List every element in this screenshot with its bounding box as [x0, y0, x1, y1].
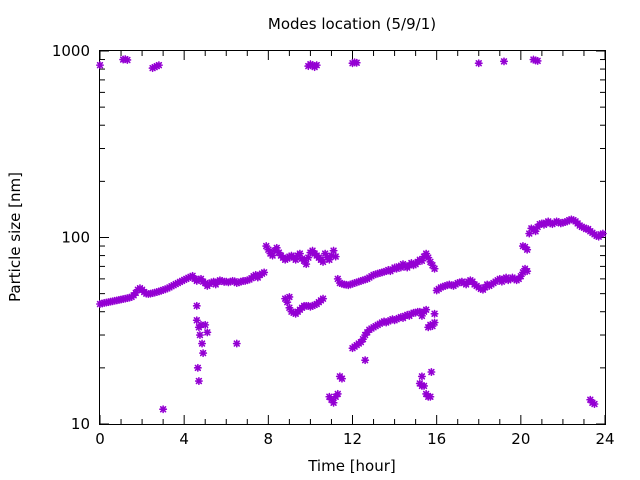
data-point — [499, 57, 509, 66]
data-point — [203, 328, 212, 337]
x-axis-title: Time [hour] — [307, 457, 396, 475]
data-point — [192, 301, 201, 310]
data-point — [198, 339, 207, 348]
data-point — [329, 246, 338, 255]
data-points — [96, 55, 607, 414]
data-point — [426, 392, 435, 401]
x-tick-label: 20 — [511, 430, 530, 448]
data-point — [201, 320, 210, 329]
y-tick-label: 1000 — [52, 42, 90, 60]
data-point — [232, 339, 241, 348]
data-point — [194, 377, 203, 386]
data-point — [533, 56, 542, 65]
data-point — [319, 294, 328, 303]
data-point — [590, 400, 599, 409]
data-point — [302, 260, 311, 269]
data-point — [159, 405, 168, 414]
x-tick-label: 16 — [427, 430, 446, 448]
data-point — [96, 61, 104, 70]
y-tick-label: 10 — [71, 415, 90, 433]
data-point — [523, 245, 532, 254]
data-point — [422, 305, 431, 314]
data-point — [312, 61, 321, 70]
data-point — [361, 356, 370, 365]
plot-frame — [99, 50, 606, 425]
data-point — [329, 398, 338, 407]
x-axis: 0 4 8 12 16 20 24 — [95, 51, 615, 448]
data-point — [430, 264, 439, 273]
data-point — [285, 292, 294, 301]
data-point — [417, 372, 426, 381]
y-axis-title: Particle size [nm] — [6, 172, 24, 302]
data-point — [337, 374, 346, 383]
data-point — [474, 59, 483, 68]
x-tick-label: 12 — [343, 430, 362, 448]
chart-title: Modes location (5/9/1) — [268, 15, 436, 33]
data-point — [154, 61, 163, 70]
data-point — [193, 363, 202, 372]
data-point — [420, 381, 429, 390]
x-tick-label: 4 — [179, 430, 189, 448]
data-point — [523, 267, 532, 276]
data-point — [333, 389, 342, 398]
x-tick-label: 0 — [95, 430, 105, 448]
y-tick-label: 100 — [61, 229, 90, 247]
data-point — [331, 252, 340, 261]
data-point — [427, 368, 436, 377]
data-point — [430, 309, 439, 318]
x-tick-label: 8 — [264, 430, 274, 448]
data-point — [195, 331, 204, 340]
data-point — [598, 229, 607, 238]
data-point — [260, 268, 269, 277]
data-point — [199, 349, 208, 358]
y-axis: 10 100 1000 — [52, 42, 605, 433]
x-tick-label: 24 — [595, 430, 614, 448]
data-point — [123, 55, 132, 64]
data-point — [430, 318, 439, 327]
data-point — [352, 58, 361, 67]
